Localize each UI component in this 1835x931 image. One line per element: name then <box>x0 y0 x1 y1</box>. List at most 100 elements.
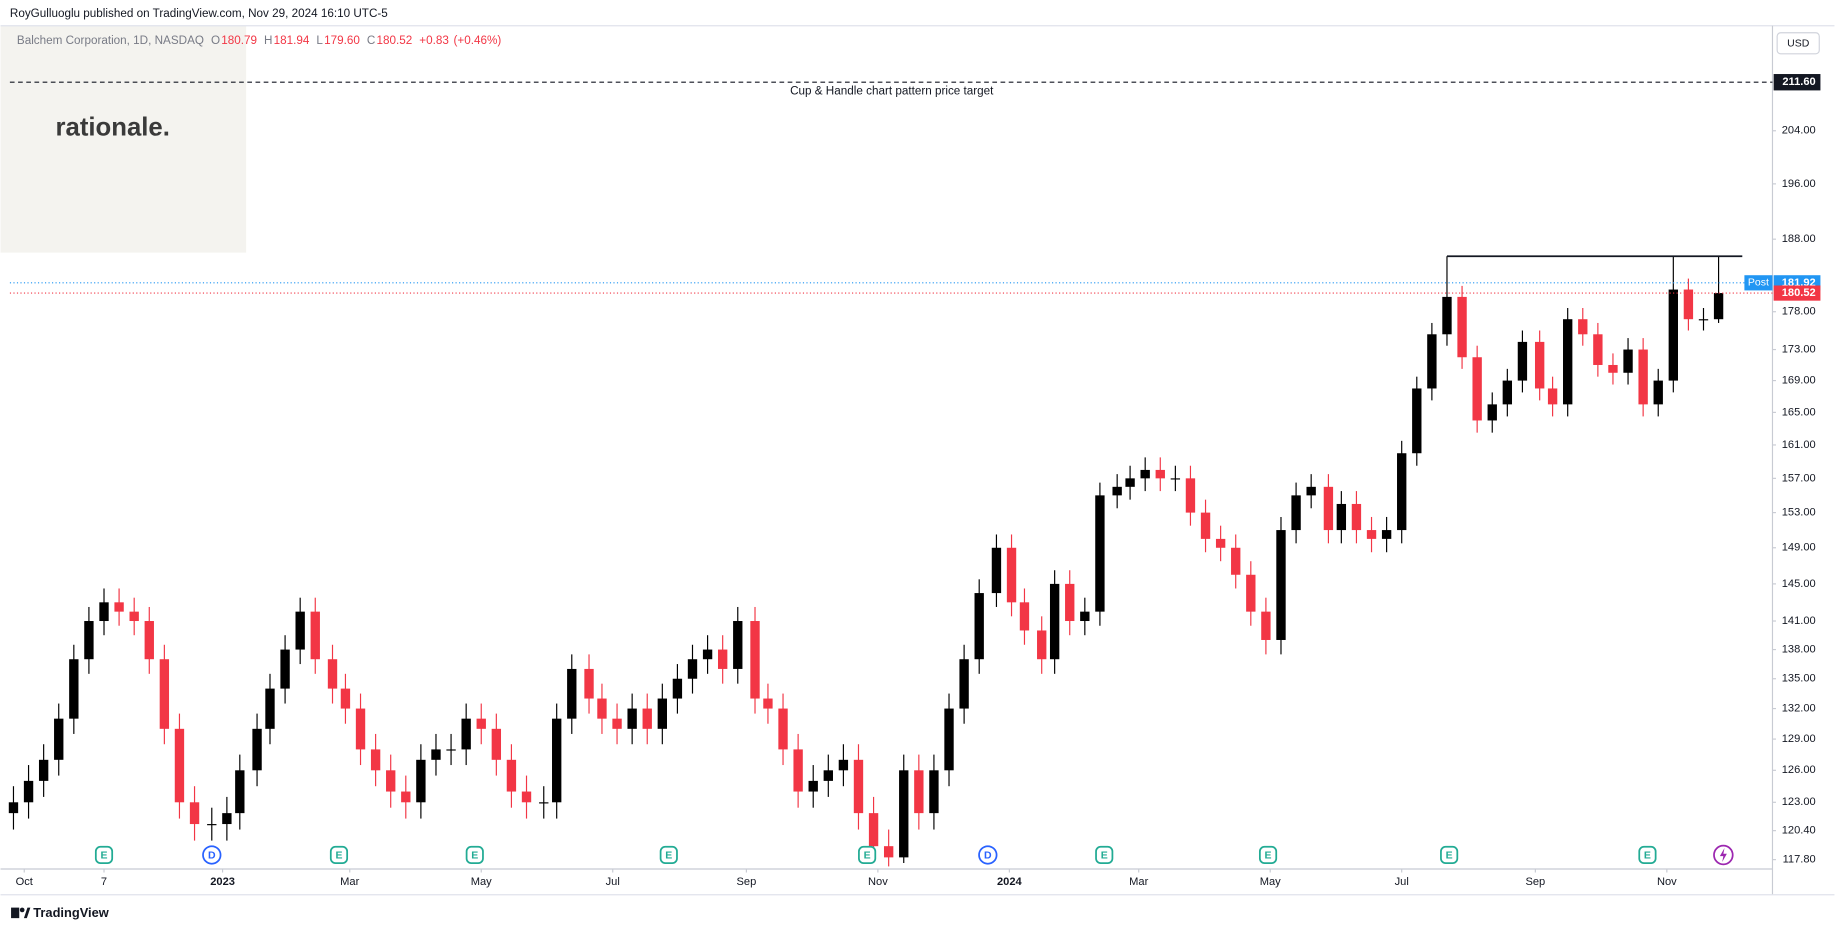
event-label: D <box>208 849 216 861</box>
candle <box>552 703 562 819</box>
event-marker[interactable]: E <box>1440 845 1459 865</box>
candle <box>1306 474 1316 509</box>
candle <box>717 635 728 684</box>
candle-body <box>868 813 879 847</box>
candle-body <box>1397 453 1407 531</box>
y-tick-label: 138.00 <box>1782 643 1816 655</box>
candle-body <box>1080 611 1090 622</box>
y-tick-label: 141.00 <box>1782 615 1816 627</box>
candle <box>1563 308 1573 417</box>
y-tick-label: 165.00 <box>1782 406 1816 418</box>
candle-body <box>295 611 305 650</box>
candle <box>612 703 622 745</box>
footer: TradingView <box>33 905 110 920</box>
alert-icon[interactable] <box>1713 844 1734 866</box>
candle-body <box>327 659 338 689</box>
candle-body <box>1366 530 1377 539</box>
candle-body <box>207 824 217 826</box>
alert-bolt[interactable] <box>1719 847 1727 862</box>
currency[interactable]: USD <box>1787 38 1810 50</box>
candle-body <box>1323 486 1334 531</box>
candle-body <box>1517 341 1528 381</box>
candle-body <box>310 611 320 660</box>
candle <box>114 588 124 626</box>
candle-body <box>733 621 743 669</box>
event-label: E <box>864 849 871 861</box>
candle <box>1323 474 1334 544</box>
event-marker[interactable]: D <box>202 845 222 865</box>
event-label: E <box>665 849 672 861</box>
candle <box>1125 465 1135 500</box>
event-marker[interactable]: E <box>465 845 484 865</box>
candle <box>1668 256 1678 393</box>
candle <box>1412 376 1422 466</box>
watermark: rationale. <box>56 113 170 141</box>
candle <box>838 744 849 787</box>
y-tick-label: 153.00 <box>1782 507 1816 519</box>
candle <box>944 693 954 787</box>
footer-logo <box>11 907 31 919</box>
target-tag-label: 211.60 <box>1782 76 1815 88</box>
candle-body <box>1713 293 1724 320</box>
candle-body <box>340 688 351 709</box>
x-tick-label: Nov <box>868 876 888 888</box>
candle <box>506 744 517 808</box>
event-marker[interactable]: E <box>858 845 877 865</box>
x-tick-label: Sep <box>736 876 756 888</box>
candle-body <box>431 749 441 760</box>
x-tick-label: May <box>1260 876 1281 888</box>
event-marker[interactable]: E <box>1258 845 1278 865</box>
candle-body <box>521 791 532 803</box>
candle-body <box>539 802 549 804</box>
candle <box>1155 457 1165 492</box>
event-label: E <box>335 849 342 861</box>
candle-body <box>99 602 109 622</box>
candle <box>1231 534 1241 589</box>
candle-body <box>69 659 79 719</box>
candle <box>959 644 969 724</box>
candle-body <box>1623 349 1633 373</box>
candle <box>657 683 667 745</box>
candle-body <box>1140 469 1150 479</box>
event-marker[interactable]: E <box>329 845 349 865</box>
candle <box>1170 465 1181 492</box>
event-shape <box>465 845 484 865</box>
currency-button[interactable] <box>1776 32 1820 55</box>
event-marker[interactable]: E <box>1638 845 1657 865</box>
candle <box>23 765 34 819</box>
event-marker[interactable]: D <box>978 845 998 865</box>
x-tick-label: Jul <box>606 876 620 888</box>
candle <box>69 644 79 734</box>
candle-body <box>1306 486 1316 496</box>
candle-body <box>1593 334 1603 365</box>
candle <box>1215 525 1226 562</box>
candle-body <box>584 668 594 699</box>
candle <box>823 754 833 797</box>
event-marker[interactable]: E <box>1095 845 1114 865</box>
y-tick-label: 204.00 <box>1782 125 1816 137</box>
x-tick-label: Mar <box>340 876 359 888</box>
event-marker[interactable]: E <box>659 845 678 865</box>
y-tick-label: 129.00 <box>1782 733 1816 745</box>
candle <box>1291 482 1301 544</box>
candle-body <box>1472 357 1482 421</box>
candle <box>38 744 49 797</box>
event-marker[interactable]: E <box>94 845 114 865</box>
candle-body <box>899 770 909 858</box>
candle <box>1457 285 1467 369</box>
candle-body <box>476 718 486 729</box>
candle-body <box>1534 341 1545 389</box>
y-tick-label: 149.00 <box>1782 542 1816 554</box>
y-tick-label: 117.80 <box>1783 854 1816 866</box>
candle-body <box>1351 503 1362 531</box>
x-tick-label: Jul <box>1395 876 1409 888</box>
candle <box>642 693 652 745</box>
candle <box>431 733 441 776</box>
candle <box>1185 465 1196 526</box>
x-tick-label: Mar <box>1129 876 1148 888</box>
post-tag: Post <box>1748 277 1769 289</box>
candle-body <box>1125 478 1135 487</box>
logo-part <box>19 907 25 913</box>
candle-body <box>808 780 818 792</box>
